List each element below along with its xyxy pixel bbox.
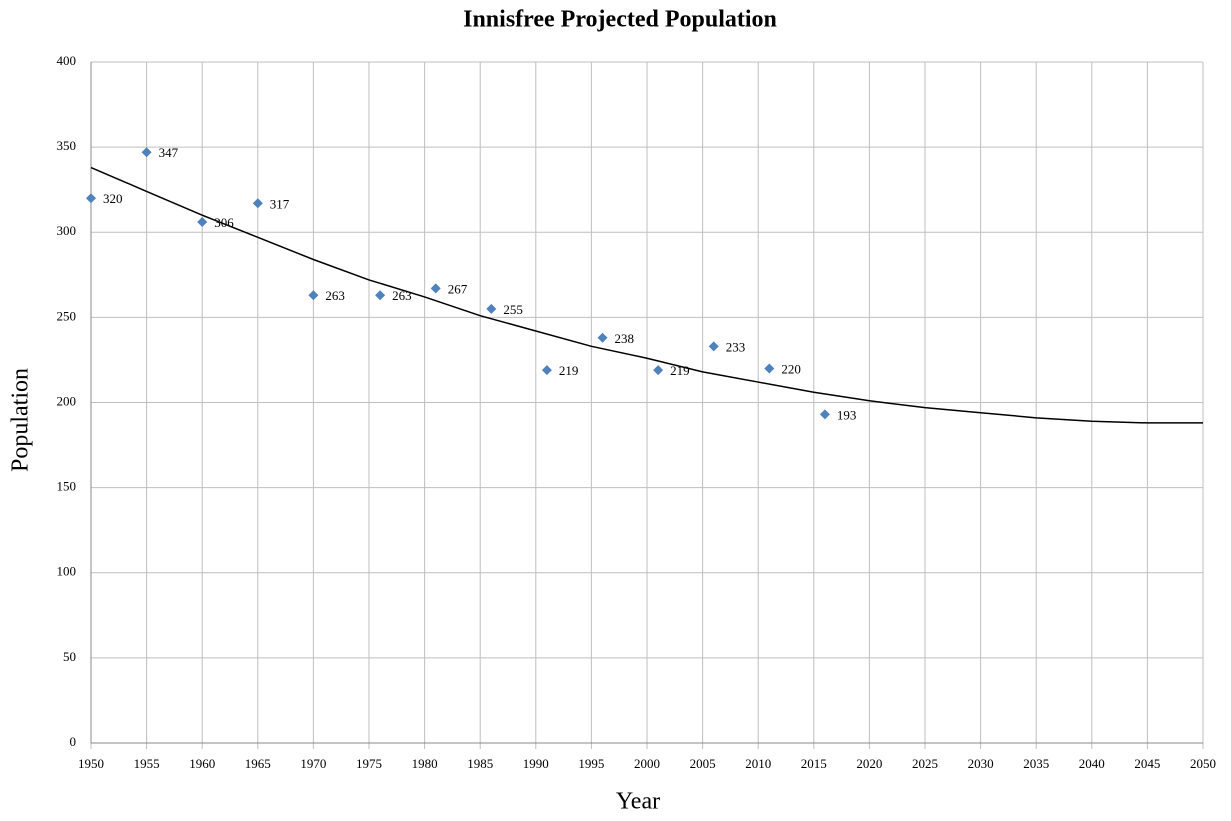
data-label: 193 xyxy=(837,407,857,422)
data-label: 306 xyxy=(214,215,234,230)
x-tick-label: 2030 xyxy=(968,756,994,771)
x-tick-label: 2020 xyxy=(856,756,882,771)
y-axis-title: Population xyxy=(8,368,34,472)
data-point xyxy=(764,363,775,374)
x-tick-label: 2005 xyxy=(690,756,716,771)
data-point xyxy=(708,341,719,352)
x-tick-label: 1970 xyxy=(300,756,326,771)
y-tick-label: 250 xyxy=(57,308,77,323)
data-label: 347 xyxy=(159,145,179,160)
chart-title: Innisfree Projected Population xyxy=(463,7,777,33)
data-label: 219 xyxy=(670,363,690,378)
data-point xyxy=(252,198,263,209)
data-label: 263 xyxy=(392,288,412,303)
data-point xyxy=(819,409,830,420)
data-label: 238 xyxy=(615,331,635,346)
x-tick-label: 1995 xyxy=(578,756,604,771)
x-tick-label: 2035 xyxy=(1023,756,1049,771)
data-point xyxy=(486,303,497,314)
y-tick-label: 350 xyxy=(57,138,77,153)
data-point xyxy=(541,365,552,376)
y-tick-label: 400 xyxy=(57,53,77,68)
data-label: 317 xyxy=(270,196,290,211)
data-point xyxy=(308,290,319,301)
y-tick-label: 100 xyxy=(57,564,77,579)
x-tick-label: 1960 xyxy=(189,756,215,771)
data-point xyxy=(653,365,664,376)
data-label: 255 xyxy=(503,302,523,317)
data-point xyxy=(197,217,208,228)
x-tick-label: 2015 xyxy=(801,756,827,771)
y-tick-label: 50 xyxy=(63,649,76,664)
x-tick-label: 1950 xyxy=(78,756,104,771)
y-tick-label: 150 xyxy=(57,479,77,494)
x-tick-label: 1955 xyxy=(134,756,160,771)
data-point xyxy=(430,283,441,294)
x-tick-label: 2025 xyxy=(912,756,938,771)
y-tick-label: 300 xyxy=(57,223,77,238)
data-point xyxy=(86,193,96,204)
data-point xyxy=(375,290,386,301)
y-tick-label: 0 xyxy=(70,734,77,749)
data-label: 267 xyxy=(448,281,468,296)
x-tick-label: 1985 xyxy=(467,756,493,771)
x-axis-title: Year xyxy=(616,789,660,815)
data-label: 263 xyxy=(325,288,345,303)
x-tick-label: 2045 xyxy=(1134,756,1160,771)
data-point xyxy=(597,332,608,343)
x-tick-label: 1965 xyxy=(245,756,271,771)
data-label: 220 xyxy=(781,361,801,376)
x-tick-label: 1980 xyxy=(412,756,438,771)
x-tick-label: 2010 xyxy=(745,756,771,771)
data-point xyxy=(141,147,152,158)
x-tick-label: 2000 xyxy=(634,756,660,771)
trendline xyxy=(90,166,1203,424)
data-label: 219 xyxy=(559,363,579,378)
x-tick-label: 2040 xyxy=(1079,756,1105,771)
x-tick-label: 1975 xyxy=(356,756,382,771)
x-tick-label: 1990 xyxy=(523,756,549,771)
y-tick-label: 200 xyxy=(57,393,77,408)
x-tick-label: 2050 xyxy=(1190,756,1216,771)
data-label: 320 xyxy=(103,191,123,206)
data-label: 233 xyxy=(726,339,746,354)
